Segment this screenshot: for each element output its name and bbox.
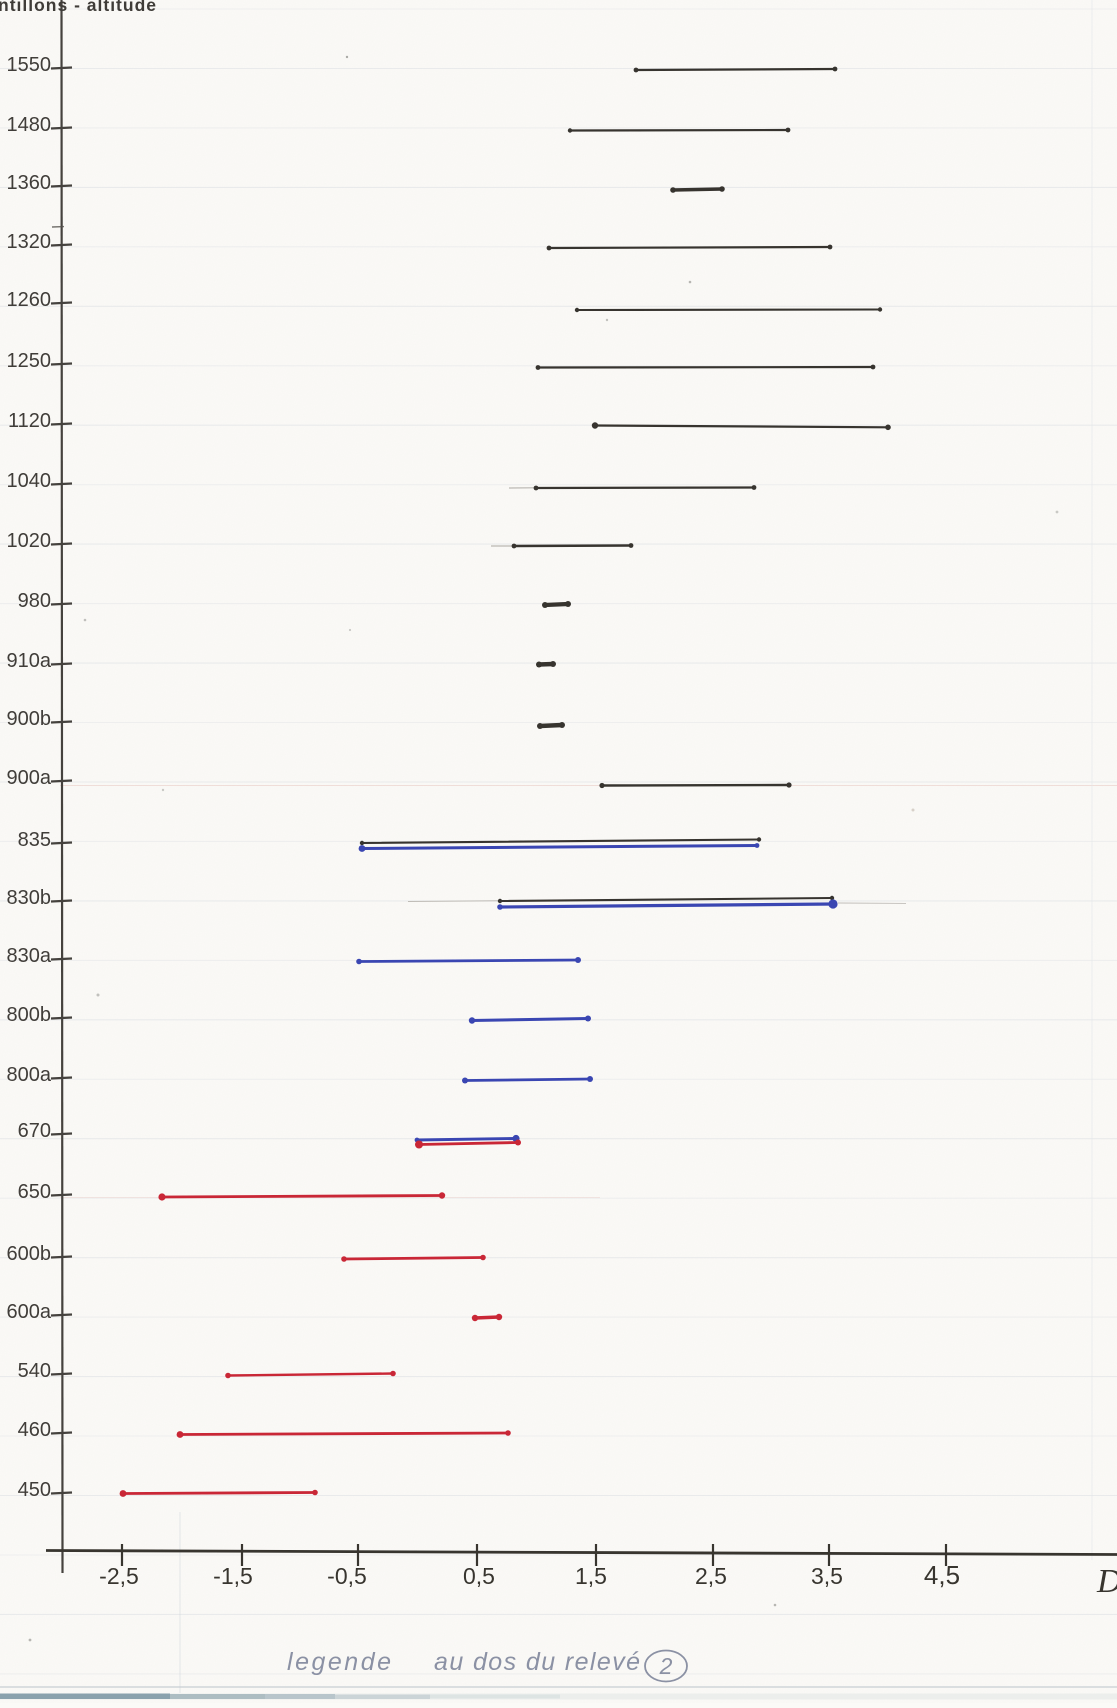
svg-text:2: 2: [659, 1653, 673, 1679]
svg-text:540: 540: [18, 1360, 51, 1382]
svg-text:1,5: 1,5: [575, 1563, 607, 1589]
svg-text:3,5: 3,5: [811, 1563, 843, 1589]
svg-text:670: 670: [18, 1120, 51, 1142]
svg-text:800b: 800b: [7, 1004, 52, 1026]
svg-text:ntillons - altitude: ntillons - altitude: [0, 0, 156, 15]
svg-text:835: 835: [18, 829, 51, 851]
svg-text:4,5: 4,5: [924, 1560, 960, 1590]
svg-text:900a: 900a: [7, 767, 52, 789]
svg-text:910a: 910a: [7, 650, 52, 672]
svg-text:830b: 830b: [7, 887, 52, 909]
svg-text:1550: 1550: [7, 54, 52, 76]
svg-text:1120: 1120: [8, 410, 51, 432]
svg-text:900b: 900b: [7, 708, 52, 730]
svg-text:-2,5: -2,5: [99, 1563, 139, 1589]
svg-text:460: 460: [18, 1419, 51, 1441]
svg-text:830a: 830a: [7, 945, 52, 967]
svg-text:D: D: [1096, 1563, 1117, 1600]
svg-text:1360: 1360: [7, 172, 52, 194]
svg-text:-0,5: -0,5: [327, 1563, 367, 1589]
svg-text:1250: 1250: [7, 350, 52, 372]
svg-text:au dos du relevé: au dos du relevé: [434, 1648, 640, 1676]
svg-text:0,5: 0,5: [463, 1563, 495, 1589]
svg-text:650: 650: [18, 1181, 51, 1203]
svg-text:1320: 1320: [7, 231, 52, 253]
svg-text:1260: 1260: [7, 289, 52, 311]
svg-text:1020: 1020: [7, 530, 52, 552]
svg-text:980: 980: [18, 590, 51, 612]
svg-text:1480: 1480: [7, 114, 52, 136]
svg-text:2,5: 2,5: [695, 1563, 727, 1589]
svg-text:800a: 800a: [7, 1064, 52, 1086]
svg-text:-1,5: -1,5: [213, 1563, 253, 1589]
svg-text:1040: 1040: [7, 470, 52, 492]
svg-text:450: 450: [18, 1479, 51, 1501]
svg-text:600a: 600a: [7, 1301, 52, 1323]
svg-text:600b: 600b: [7, 1243, 52, 1265]
